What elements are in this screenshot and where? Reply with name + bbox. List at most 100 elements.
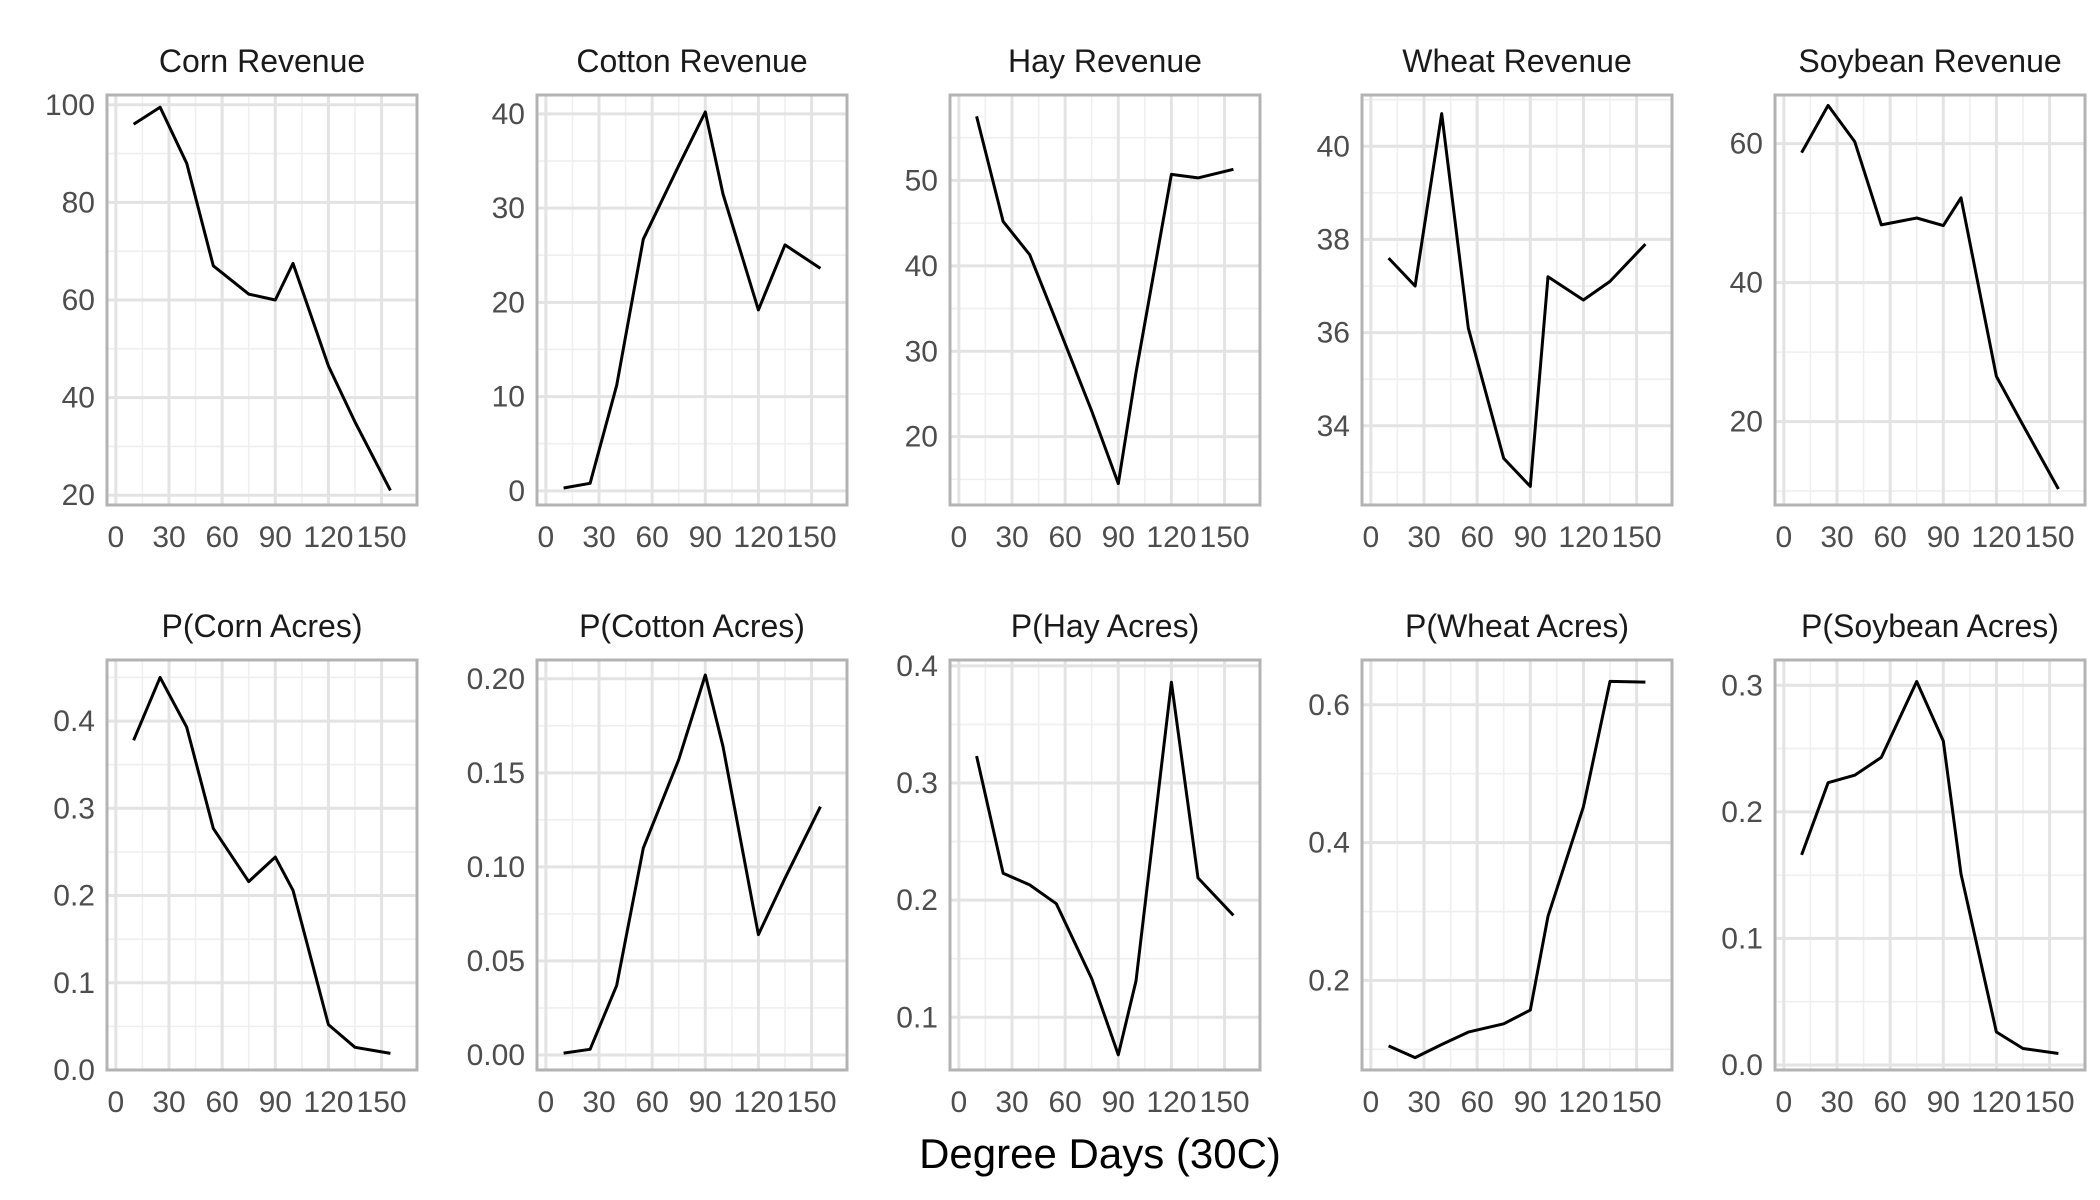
x-tick-label: 150 (357, 521, 407, 554)
y-tick-label: 0.6 (1308, 689, 1350, 722)
x-tick-label: 30 (995, 1086, 1028, 1119)
x-tick-label: 0 (1363, 521, 1380, 554)
x-tick-label: 150 (1200, 1086, 1250, 1119)
x-tick-label: 0 (538, 521, 555, 554)
x-tick-label: 150 (357, 1086, 407, 1119)
y-tick-label: 0.3 (53, 792, 95, 825)
y-tick-label: 0.3 (896, 767, 938, 800)
x-tick-label: 90 (1514, 1086, 1547, 1119)
x-tick-label: 30 (152, 521, 185, 554)
y-tick-label: 36 (1317, 317, 1350, 350)
facet-title: Soybean Revenue (1798, 43, 2061, 79)
y-tick-label: 0.0 (1721, 1049, 1763, 1082)
series-line (1800, 103, 2060, 490)
panel-5: Soybean Revenue 20 40 60 0 30 60 90 120 150 (1730, 43, 2087, 554)
y-tick-label: 0 (508, 475, 525, 508)
x-tick-label: 30 (1407, 1086, 1440, 1119)
y-tick-label: 0.4 (1308, 827, 1350, 860)
y-tick-label: 0.2 (896, 884, 938, 917)
x-tick-label: 30 (1820, 1086, 1853, 1119)
y-tick-label: 0.2 (1308, 964, 1350, 997)
x-tick-label: 120 (303, 521, 353, 554)
panel-4: Wheat Revenue 34 36 38 40 0 30 60 90 120 150 (1317, 43, 1674, 554)
y-tick-label: 0.05 (467, 945, 525, 978)
x-tick-label: 150 (1612, 1086, 1662, 1119)
x-tick-label: 60 (635, 1086, 668, 1119)
y-tick-label: 10 (492, 381, 525, 414)
x-tick-label: 150 (1612, 521, 1662, 554)
x-tick-label: 120 (303, 1086, 353, 1119)
panel-6: P(Corn Acres) 0.0 0.1 0.2 0.3 0.4 0 30 60 90 120 15… (53, 608, 419, 1119)
x-tick-label: 0 (108, 521, 125, 554)
panel-border (105, 658, 419, 1072)
y-tick-label: 80 (62, 186, 95, 219)
series-line (1387, 679, 1646, 1060)
x-tick-label: 60 (635, 521, 668, 554)
x-tick-label: 120 (1971, 521, 2021, 554)
panel-border (1360, 658, 1674, 1072)
series-line (1387, 112, 1647, 488)
y-tick-label: 0.1 (1721, 922, 1763, 955)
series-line (563, 673, 822, 1055)
facet-title: P(Soybean Acres) (1801, 608, 2059, 644)
y-tick-label: 0.2 (53, 880, 95, 913)
x-tick-label: 150 (1200, 521, 1250, 554)
panel-border (1773, 93, 2087, 507)
x-tick-label: 150 (2025, 1086, 2075, 1119)
x-tick-label: 120 (1971, 1086, 2021, 1119)
x-tick-label: 30 (1407, 521, 1440, 554)
y-tick-label: 0.1 (53, 967, 95, 1000)
panel-1: Corn Revenue 20 40 60 80 100 0 30 60 90 120 150 (45, 43, 419, 554)
y-tick-label: 20 (1730, 406, 1763, 439)
y-tick-label: 40 (62, 382, 95, 415)
x-tick-label: 30 (152, 1086, 185, 1119)
facet-title: P(Hay Acres) (1011, 608, 1199, 644)
x-tick-label: 90 (689, 521, 722, 554)
y-tick-label: 0.10 (467, 851, 525, 884)
panel-border (535, 658, 849, 1072)
series-line (1800, 680, 2059, 1055)
x-tick-label: 120 (733, 1086, 783, 1119)
x-tick-label: 120 (1146, 521, 1196, 554)
x-tick-label: 0 (538, 1086, 555, 1119)
y-tick-label: 50 (905, 164, 938, 197)
y-tick-label: 0.3 (1721, 669, 1763, 702)
series-line (975, 116, 1234, 486)
x-tick-label: 150 (787, 521, 837, 554)
y-tick-label: 34 (1317, 410, 1350, 443)
x-tick-label: 30 (1820, 521, 1853, 554)
x-tick-label: 60 (1048, 1086, 1081, 1119)
x-tick-label: 150 (2025, 521, 2075, 554)
facet-title: Corn Revenue (159, 43, 365, 79)
x-tick-label: 0 (1776, 521, 1793, 554)
y-tick-label: 0.20 (467, 663, 525, 696)
x-axis-title: Degree Days (30C) (919, 1130, 1281, 1177)
panel-border (948, 658, 1262, 1072)
facet-title: P(Cotton Acres) (579, 608, 805, 644)
facet-title: Cotton Revenue (576, 43, 807, 79)
panel-border (1360, 93, 1674, 507)
y-tick-label: 0.0 (53, 1054, 95, 1087)
facet-title: Wheat Revenue (1402, 43, 1631, 79)
y-tick-label: 40 (905, 250, 938, 283)
series-line (132, 675, 391, 1055)
x-tick-label: 120 (1146, 1086, 1196, 1119)
y-tick-label: 0.2 (1721, 796, 1763, 829)
y-tick-label: 40 (1730, 267, 1763, 300)
x-tick-label: 60 (205, 521, 238, 554)
panel-2: Cotton Revenue 0 10 20 30 40 0 30 60 90 120 150 (492, 43, 849, 554)
y-tick-label: 40 (492, 98, 525, 131)
x-tick-label: 90 (1927, 1086, 1960, 1119)
x-tick-label: 30 (995, 521, 1028, 554)
y-tick-label: 60 (62, 284, 95, 317)
panel-9: P(Wheat Acres) 0.2 0.4 0.6 0 30 60 90 120 150 (1308, 608, 1674, 1119)
x-tick-label: 30 (582, 1086, 615, 1119)
y-tick-label: 20 (62, 479, 95, 512)
series-line (132, 105, 392, 492)
x-tick-label: 60 (1873, 1086, 1906, 1119)
x-tick-label: 120 (733, 521, 783, 554)
facet-title: P(Wheat Acres) (1405, 608, 1629, 644)
panel-8: P(Hay Acres) 0.1 0.2 0.3 0.4 0 30 60 90 120 150 (896, 608, 1262, 1119)
panel-3: Hay Revenue 20 30 40 50 0 30 60 90 120 150 (905, 43, 1262, 554)
x-tick-label: 120 (1558, 1086, 1608, 1119)
